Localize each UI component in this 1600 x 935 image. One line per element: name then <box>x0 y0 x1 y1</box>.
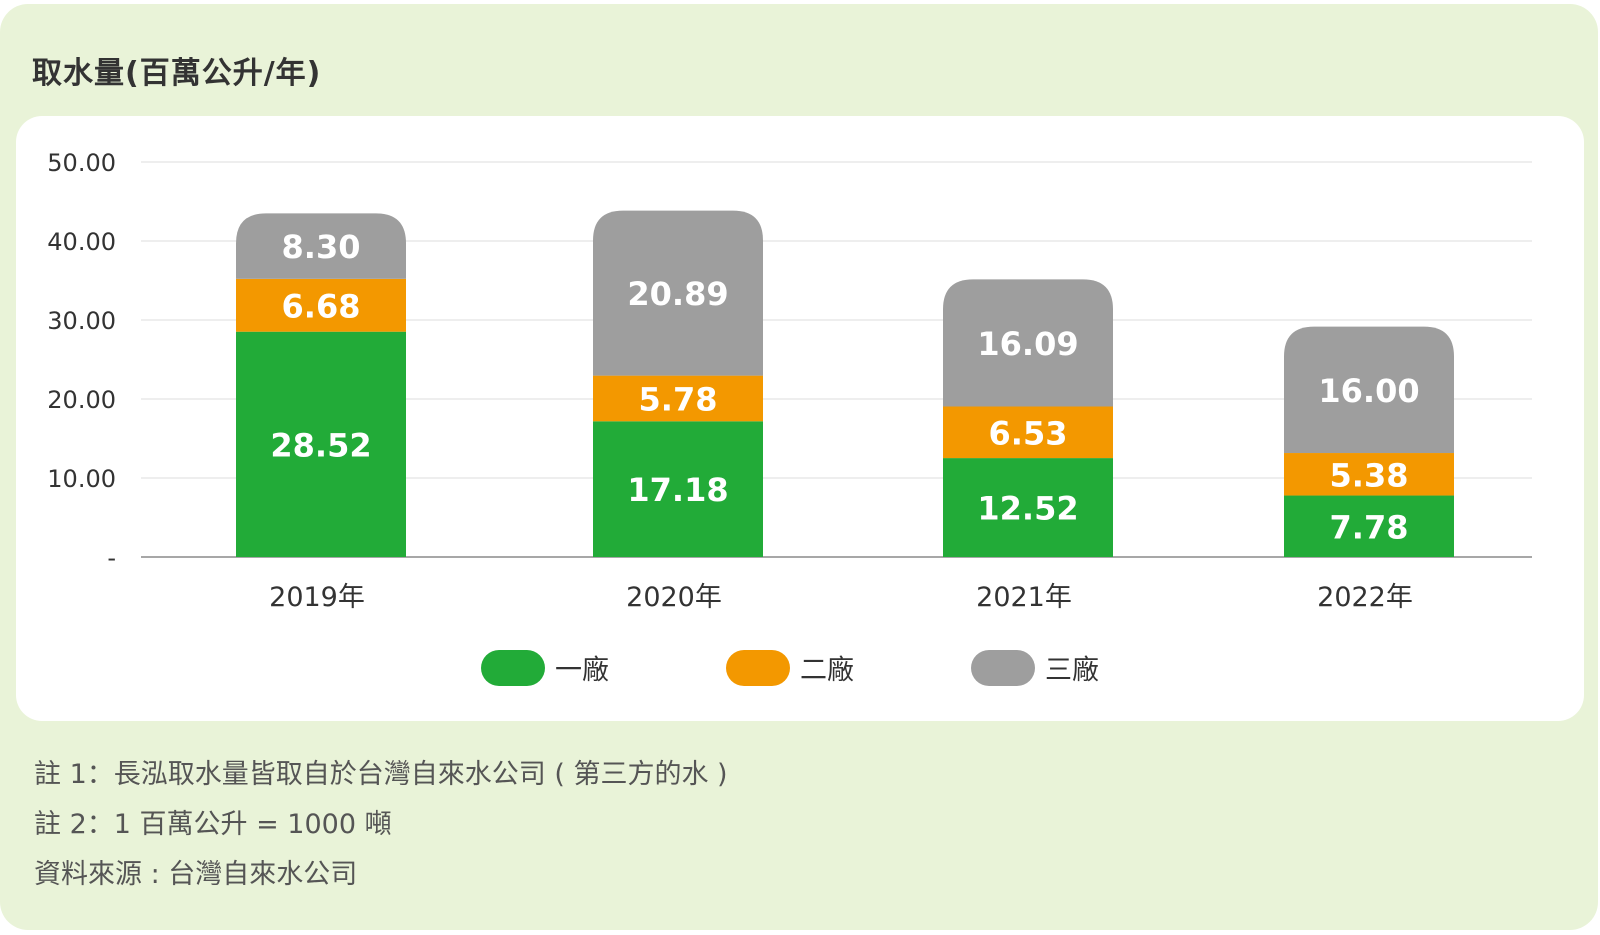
bar-segment <box>593 375 763 422</box>
data-label: 8.30 <box>282 228 361 266</box>
legend-swatch <box>481 650 545 686</box>
bar-segment <box>943 279 1113 407</box>
data-label: 16.09 <box>977 325 1078 363</box>
data-label: 6.53 <box>989 414 1068 452</box>
y-tick-label: 40.00 <box>47 228 116 256</box>
bar-segment <box>1284 453 1454 496</box>
chart-panel: 取水量(百萬公升/年) - 10.00 20.00 30.00 40.00 50.00 28… <box>0 4 1598 930</box>
legend-label: 三廠 <box>1045 655 1099 686</box>
bar-segment <box>593 210 763 376</box>
legend-swatch <box>971 650 1035 686</box>
note-2: 註 2：1 百萬公升 = 1000 噸 <box>34 809 392 840</box>
legend-swatch <box>726 650 790 686</box>
data-label: 5.38 <box>1330 456 1409 494</box>
bar-segment <box>943 406 1113 459</box>
bar-segment <box>236 213 406 279</box>
x-tick-label: 2019年 <box>269 582 365 613</box>
bar-segment <box>593 421 763 557</box>
y-tick-label: 50.00 <box>47 149 116 177</box>
data-label: 5.78 <box>639 380 718 418</box>
y-tick-label: 10.00 <box>47 465 116 493</box>
stacked-bar-chart: - 10.00 20.00 30.00 40.00 50.00 28.52 6.68 8.30 2… <box>47 149 1532 686</box>
x-tick-label: 2021年 <box>976 582 1072 613</box>
bar-segment <box>236 278 406 332</box>
bar-segment <box>943 458 1113 557</box>
legend-label: 二廠 <box>800 655 854 686</box>
data-source-note: 資料來源 : 台灣自來水公司 <box>34 859 358 890</box>
y-tick-label: 20.00 <box>47 386 116 414</box>
data-label: 28.52 <box>270 426 371 464</box>
chart-card: - 10.00 20.00 30.00 40.00 50.00 28.52 6.68 8.30 2… <box>16 116 1584 721</box>
data-label: 6.68 <box>282 287 361 325</box>
legend-label: 一廠 <box>555 655 609 686</box>
data-label: 16.00 <box>1318 372 1419 410</box>
note-1: 註 1：長泓取水量皆取自於台灣自來水公司 ( 第三方的水 ) <box>34 759 728 790</box>
bar-segment <box>1284 495 1454 557</box>
bar-segment <box>1284 326 1454 454</box>
data-label: 20.89 <box>627 275 728 313</box>
data-label: 12.52 <box>977 490 1078 528</box>
y-tick-label: - <box>107 544 116 572</box>
bar-segment <box>236 331 406 557</box>
chart-title: 取水量(百萬公升/年) <box>32 56 322 91</box>
footnotes: 註 1：長泓取水量皆取自於台灣自來水公司 ( 第三方的水 ) 註 2：1 百萬公… <box>34 750 728 900</box>
x-tick-label: 2022年 <box>1317 582 1413 613</box>
x-tick-label: 2020年 <box>626 582 722 613</box>
y-tick-label: 30.00 <box>47 307 116 335</box>
data-label: 17.18 <box>627 471 728 509</box>
data-label: 7.78 <box>1330 508 1409 546</box>
